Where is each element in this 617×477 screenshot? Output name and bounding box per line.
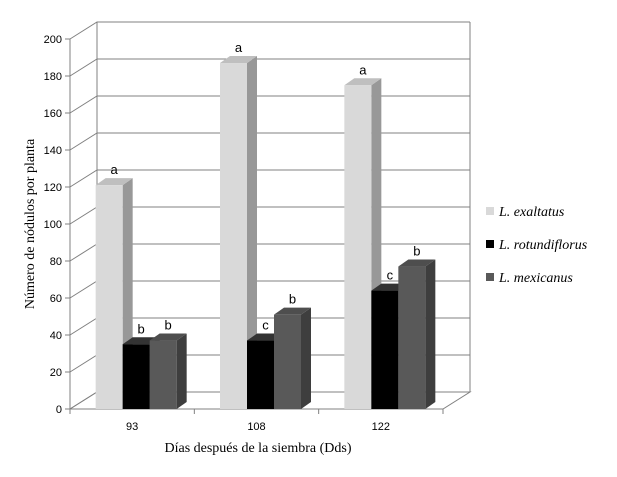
bar-front — [274, 314, 301, 409]
significance-label: b — [413, 244, 420, 259]
gridline — [69, 58, 470, 77]
y-tick-label: 40 — [50, 330, 62, 342]
significance-label: c — [262, 318, 269, 333]
bar-front — [122, 344, 150, 409]
significance-label: b — [138, 321, 145, 336]
bar-front — [371, 290, 399, 409]
bar — [274, 307, 311, 409]
legend-swatch — [486, 273, 494, 281]
y-axis-title: Número de nódulos por planta — [23, 138, 38, 309]
x-tick-label: 93 — [126, 421, 138, 433]
legend-swatch — [486, 207, 494, 215]
legend-entry: L. exaltatus — [486, 205, 565, 220]
y-tick-label: 180 — [44, 71, 62, 83]
bar-side — [425, 259, 436, 409]
y-tick-label: 60 — [50, 293, 62, 305]
bar-front — [220, 63, 247, 410]
bar-front — [344, 85, 372, 409]
bar-side — [247, 56, 257, 410]
bar-top — [274, 307, 311, 315]
y-tick-labels: 0 20 40 60 80 100 120 140 160 180 200 — [44, 34, 62, 416]
bar-front — [398, 266, 426, 409]
bar-front — [149, 340, 177, 409]
significance-label: b — [289, 292, 296, 307]
legend: L. exaltatus L. rotundiflorus L. mexicanus — [486, 205, 588, 286]
y-tick-label: 160 — [44, 108, 62, 120]
legend-entry: L. mexicanus — [486, 271, 573, 286]
legend-entry: L. rotundiflorus — [486, 238, 588, 253]
legend-label: L. mexicanus — [498, 271, 573, 286]
y-tick-label: 100 — [44, 219, 62, 231]
y-tick-label: 80 — [50, 256, 62, 268]
gridline — [69, 21, 470, 40]
bar-top — [95, 178, 133, 186]
bar-top — [149, 333, 187, 341]
legend-swatch — [486, 240, 494, 248]
bar-front — [95, 185, 123, 409]
y-tick-label: 120 — [44, 182, 62, 194]
bar — [149, 333, 187, 409]
legend-label: L. rotundiflorus — [498, 238, 588, 253]
x-tick-label: 108 — [247, 421, 265, 433]
x-tick-label: 122 — [372, 421, 390, 433]
bar-top — [398, 259, 436, 267]
bar-top — [220, 56, 257, 64]
x-axis-title: Días después de la siembra (Dds) — [164, 441, 351, 456]
gridline — [69, 132, 470, 151]
legend-label: L. exaltatus — [498, 205, 565, 220]
significance-label: a — [235, 40, 243, 55]
bar-side — [176, 333, 187, 409]
gridline — [69, 95, 470, 114]
significance-labels: a b b a c b a c b — [111, 40, 421, 336]
y-tick-label: 200 — [44, 34, 62, 46]
significance-label: a — [359, 62, 367, 77]
bars — [95, 56, 436, 410]
y-tick-label: 140 — [44, 145, 62, 157]
significance-label: a — [111, 162, 119, 177]
significance-label: b — [165, 318, 172, 333]
bar-side — [301, 307, 311, 409]
bar-front — [247, 340, 274, 409]
bar — [398, 259, 436, 409]
x-tick-labels: 93 108 122 — [126, 421, 390, 433]
y-tick-label: 20 — [50, 367, 62, 379]
bar-top — [344, 78, 382, 86]
significance-label: c — [387, 268, 394, 283]
bar — [220, 56, 257, 410]
y-tick-label: 0 — [56, 404, 62, 416]
